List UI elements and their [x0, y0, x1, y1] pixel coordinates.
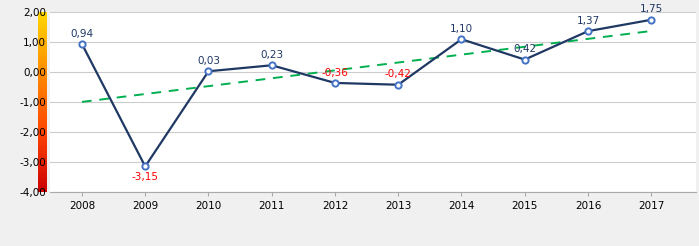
Text: -0,36: -0,36 — [322, 68, 348, 77]
Text: 0,23: 0,23 — [260, 50, 283, 60]
Text: 1,75: 1,75 — [640, 4, 663, 15]
Text: -3,15: -3,15 — [131, 172, 159, 182]
Text: 1,37: 1,37 — [577, 16, 600, 26]
Text: 0,42: 0,42 — [513, 44, 536, 54]
Text: 0,03: 0,03 — [197, 56, 220, 66]
Text: -0,42: -0,42 — [384, 69, 412, 79]
Text: 0,94: 0,94 — [71, 29, 94, 39]
Text: 1,10: 1,10 — [450, 24, 473, 34]
